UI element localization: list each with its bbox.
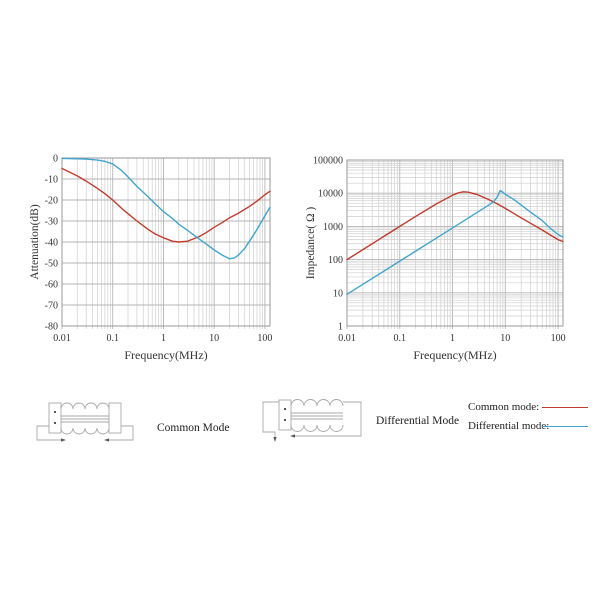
core-lines [61, 415, 109, 423]
legend-swatch-differential [542, 425, 588, 427]
y-tick-label: 10 [333, 288, 343, 299]
legend: Common mode: Differential mode: [468, 399, 588, 437]
y-tick-label: -40 [45, 238, 58, 249]
bobbin-left [48, 402, 62, 434]
y-tick-label: 0 [53, 154, 58, 165]
x-tick-label: 1 [161, 333, 166, 344]
x-tick-label: 0.1 [394, 333, 407, 344]
legend-label-common: Common mode: [468, 401, 540, 413]
right-lead [295, 401, 362, 437]
y-tick-label: 100000 [313, 156, 343, 167]
current-arrow [273, 437, 277, 442]
left-lead [36, 425, 61, 441]
phase-dot [284, 408, 286, 410]
differential-mode-caption: Differential Mode [376, 415, 460, 427]
y-tick-label: -10 [45, 175, 58, 186]
current-arrow [290, 434, 295, 438]
right-lead [109, 425, 134, 441]
bobbin-left [278, 399, 292, 431]
bottom-winding [60, 427, 110, 435]
series-differential_mode [346, 189, 564, 296]
top-winding [290, 399, 344, 407]
plot-frame [346, 159, 564, 327]
legend-item-differential: Differential mode: [468, 418, 588, 434]
x-axis-label: Frequency(MHz) [124, 348, 207, 362]
x-tick-label: 100 [551, 333, 566, 344]
x-tick-label: 10 [209, 333, 219, 344]
left-lead [262, 401, 279, 437]
phase-dot [284, 419, 286, 421]
phase-dot [54, 422, 56, 424]
y-tick-label: -70 [45, 301, 58, 312]
y-tick-label: 1000 [323, 222, 343, 233]
impedance-chart: 0.01 0.1 1 10 100 1 10 100 1000 10000 100000 Freque… [305, 156, 566, 363]
y-tick-label: -20 [45, 196, 58, 207]
y-tick-label: 1 [338, 322, 343, 333]
y-tick-label: 10000 [318, 189, 343, 200]
legend-label-differential: Differential mode: [468, 420, 550, 432]
core-lines [291, 412, 343, 420]
attenuation-chart: 0.01 0.1 1 10 100 0 -10 -20 -30 -40 -50 -60 -70 -80 Fr… [29, 154, 272, 363]
x-axis-label: Frequency(MHz) [413, 348, 496, 362]
x-tick-label: 100 [257, 333, 272, 344]
y-axis-label: Attenuation(dB) [29, 204, 41, 280]
top-winding [60, 402, 110, 410]
x-tick-label: 0.01 [338, 333, 356, 344]
legend-swatch-common [542, 406, 588, 408]
plot-frame [61, 157, 271, 327]
bobbin-right [108, 402, 122, 434]
current-arrow [61, 438, 66, 442]
common-mode-schematic [36, 402, 134, 442]
series-common_mode [346, 191, 564, 261]
y-tick-label: -80 [45, 322, 58, 333]
y-tick-label: -50 [45, 259, 58, 270]
x-tick-label: 0.01 [53, 333, 71, 344]
series-common_mode [61, 167, 271, 243]
y-tick-label: 100 [328, 255, 343, 266]
series-differential_mode [61, 157, 271, 260]
bottom-winding [290, 424, 344, 432]
phase-dot [54, 411, 56, 413]
current-arrow [104, 438, 109, 442]
y-tick-label: -60 [45, 280, 58, 291]
x-tick-label: 0.1 [106, 333, 119, 344]
legend-item-common: Common mode: [468, 399, 588, 415]
x-tick-label: 1 [450, 333, 455, 344]
x-tick-label: 10 [500, 333, 510, 344]
y-axis-label: Impedance( Ω ) [305, 207, 317, 280]
y-tick-label: -30 [45, 217, 58, 228]
differential-mode-schematic [262, 399, 362, 442]
common-mode-caption: Common Mode [157, 422, 230, 434]
